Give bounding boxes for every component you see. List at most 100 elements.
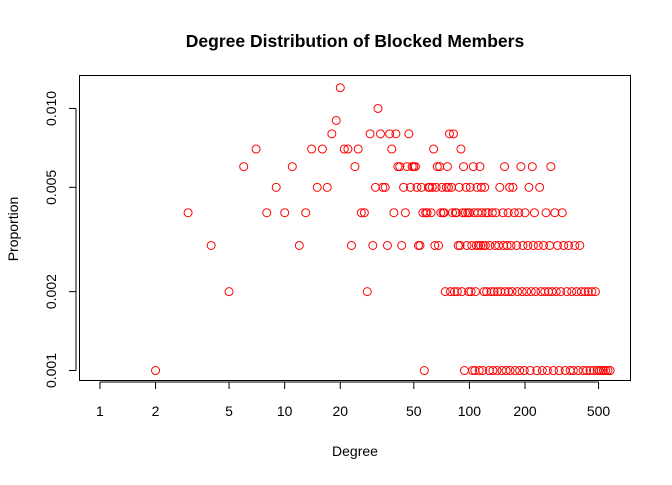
data-point [467,240,477,250]
data-point [568,366,578,376]
data-point [529,208,539,218]
data-point [533,240,543,250]
data-point [239,162,249,172]
x-tick-label: 200 [513,403,537,419]
data-point [312,182,322,192]
data-point [322,182,332,192]
data-point [541,208,551,218]
data-point [448,129,458,139]
data-point [587,287,597,297]
data-point [433,240,443,250]
data-point [504,287,514,297]
x-tick-label: 500 [587,403,611,419]
data-point [449,287,459,297]
data-point [506,240,516,250]
data-point [500,162,510,172]
data-point [375,129,385,139]
data-point [527,162,537,172]
data-point [444,129,454,139]
data-point [523,240,533,250]
chart-title: Degree Distribution of Blocked Members [186,31,525,51]
data-point [448,208,458,218]
data-point [476,182,486,192]
data-point [395,162,405,172]
data-point [505,366,515,376]
data-point [370,182,380,192]
x-tick-label: 2 [152,403,160,419]
data-point [443,182,453,192]
data-point [429,144,439,154]
data-point [509,208,519,218]
data-point [393,162,403,172]
data-point [554,366,564,376]
data-point [567,287,577,297]
data-point [525,366,535,376]
y-axis-label: Proportion [5,197,21,262]
data-point [590,287,600,297]
data-point [476,240,486,250]
data-point [422,208,432,218]
data-point [430,240,440,250]
data-point [475,162,485,172]
data-point [515,366,525,376]
data-point [495,182,505,192]
data-point [578,366,588,376]
data-point [440,287,450,297]
data-point [466,287,476,297]
data-point [535,182,545,192]
data-point [500,287,510,297]
data-point [585,366,595,376]
data-point [474,366,484,376]
data-point [387,144,397,154]
data-point [547,287,557,297]
data-point [468,162,478,172]
data-point [455,240,465,250]
data-point [492,366,502,376]
data-point [559,240,569,250]
x-axis-label: Degree [332,443,378,459]
data-point [459,162,469,172]
data-point [502,240,512,250]
data-point [437,182,447,192]
data-point [206,240,216,250]
data-point [359,208,369,218]
data-point [415,240,425,250]
data-point [520,208,530,218]
data-point [582,366,592,376]
data-point [576,287,586,297]
data-point [432,162,442,172]
data-point [498,208,508,218]
data-point [464,287,474,297]
data-point [598,366,608,376]
data-point [491,208,501,218]
y-tick-label: 0.002 [43,274,59,309]
data-point [540,287,550,297]
data-point [503,208,513,218]
data-point [460,208,470,218]
data-point [339,144,349,154]
data-point [343,144,353,154]
data-point [224,287,234,297]
data-point [531,287,541,297]
data-point [505,182,515,192]
data-point [350,162,360,172]
data-point [378,182,388,192]
data-point [362,287,372,297]
data-point [353,144,363,154]
data-point [356,208,366,218]
data-point [419,366,429,376]
data-point [539,240,549,250]
x-tick-label: 100 [458,403,482,419]
data-point [327,129,337,139]
data-point [528,240,538,250]
data-point [404,129,414,139]
data-point [462,240,472,250]
data-point [452,287,462,297]
data-point [442,162,452,172]
data-point [427,182,437,192]
data-point [550,208,560,218]
data-point [412,182,422,192]
data-point [546,162,556,172]
